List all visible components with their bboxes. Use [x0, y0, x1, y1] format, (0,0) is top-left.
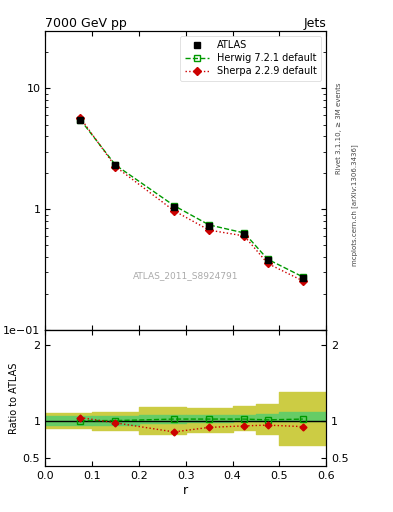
Legend: ATLAS, Herwig 7.2.1 default, Sherpa 2.2.9 default: ATLAS, Herwig 7.2.1 default, Sherpa 2.2.…	[180, 35, 321, 81]
Text: Jets: Jets	[303, 16, 326, 30]
Text: ATLAS_2011_S8924791: ATLAS_2011_S8924791	[133, 271, 239, 281]
Y-axis label: Ratio to ATLAS: Ratio to ATLAS	[9, 362, 18, 434]
X-axis label: r: r	[183, 483, 188, 497]
Text: 7000 GeV pp: 7000 GeV pp	[45, 16, 127, 30]
Text: Rivet 3.1.10, ≥ 3M events: Rivet 3.1.10, ≥ 3M events	[336, 82, 342, 174]
Text: mcplots.cern.ch [arXiv:1306.3436]: mcplots.cern.ch [arXiv:1306.3436]	[352, 144, 358, 266]
